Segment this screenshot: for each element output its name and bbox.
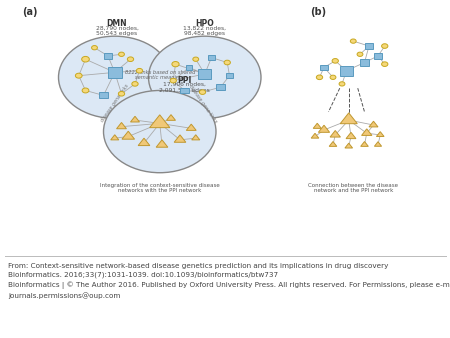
Polygon shape bbox=[122, 131, 135, 139]
Bar bbox=[186, 65, 192, 70]
Circle shape bbox=[92, 46, 97, 50]
Circle shape bbox=[148, 36, 261, 118]
Text: (b): (b) bbox=[310, 6, 327, 17]
Circle shape bbox=[119, 52, 124, 56]
Polygon shape bbox=[111, 135, 119, 140]
Text: Connection between the disease
network and the PPI network: Connection between the disease network a… bbox=[308, 183, 398, 193]
Circle shape bbox=[316, 75, 323, 80]
Circle shape bbox=[58, 36, 171, 118]
Bar bbox=[216, 84, 225, 90]
Polygon shape bbox=[330, 130, 341, 137]
Circle shape bbox=[82, 88, 89, 93]
Polygon shape bbox=[117, 122, 126, 129]
Bar bbox=[340, 66, 353, 76]
Text: 17,906 nodes,
2,091,567 edges: 17,906 nodes, 2,091,567 edges bbox=[159, 82, 210, 93]
Circle shape bbox=[199, 90, 206, 94]
Bar bbox=[360, 59, 369, 66]
Circle shape bbox=[104, 91, 216, 173]
Circle shape bbox=[82, 56, 89, 62]
Bar bbox=[180, 88, 189, 93]
Text: HPO: HPO bbox=[195, 19, 214, 28]
Polygon shape bbox=[360, 142, 369, 146]
Text: DMN: DMN bbox=[107, 19, 127, 28]
Polygon shape bbox=[166, 115, 176, 120]
Circle shape bbox=[127, 57, 134, 62]
Circle shape bbox=[350, 39, 356, 43]
Text: PPI: PPI bbox=[177, 76, 192, 84]
Text: From: Context-sensitive network-based disease genetics prediction and its implic: From: Context-sensitive network-based di… bbox=[8, 263, 450, 299]
Bar bbox=[374, 53, 382, 59]
Polygon shape bbox=[374, 142, 382, 146]
Text: Integration of the context-sensitive disease
networks with the PPI network: Integration of the context-sensitive dis… bbox=[100, 183, 220, 193]
Bar bbox=[104, 53, 112, 58]
Text: 8222 links based on shared
semantic meanings: 8222 links based on shared semantic mean… bbox=[125, 70, 195, 80]
Polygon shape bbox=[362, 129, 372, 136]
Polygon shape bbox=[149, 115, 170, 128]
Bar bbox=[320, 65, 328, 70]
Bar bbox=[108, 67, 122, 78]
Text: disease gene links: disease gene links bbox=[188, 84, 217, 123]
Polygon shape bbox=[319, 125, 329, 132]
Circle shape bbox=[382, 62, 388, 67]
Circle shape bbox=[332, 58, 338, 63]
Polygon shape bbox=[138, 138, 150, 146]
Circle shape bbox=[382, 44, 388, 48]
Polygon shape bbox=[369, 121, 378, 127]
Polygon shape bbox=[174, 135, 186, 142]
Circle shape bbox=[132, 81, 138, 86]
Bar bbox=[99, 93, 108, 98]
Circle shape bbox=[118, 92, 125, 96]
Polygon shape bbox=[313, 123, 321, 128]
Polygon shape bbox=[329, 142, 337, 146]
Text: 13,822 nodes,
98,482 edges: 13,822 nodes, 98,482 edges bbox=[183, 25, 226, 36]
Polygon shape bbox=[156, 140, 168, 147]
Polygon shape bbox=[376, 132, 384, 137]
Bar bbox=[365, 43, 373, 49]
Circle shape bbox=[224, 60, 230, 65]
Polygon shape bbox=[346, 132, 356, 139]
Circle shape bbox=[193, 57, 198, 62]
Bar bbox=[208, 55, 215, 60]
Circle shape bbox=[330, 75, 336, 79]
Circle shape bbox=[357, 52, 363, 56]
Bar bbox=[225, 73, 233, 78]
Circle shape bbox=[339, 82, 345, 86]
Circle shape bbox=[136, 68, 143, 73]
Circle shape bbox=[76, 73, 82, 78]
Polygon shape bbox=[192, 135, 200, 140]
Polygon shape bbox=[345, 143, 353, 148]
Text: disease gene links: disease gene links bbox=[100, 84, 130, 123]
Circle shape bbox=[172, 62, 179, 67]
Polygon shape bbox=[186, 124, 196, 130]
Bar bbox=[198, 69, 212, 79]
Polygon shape bbox=[130, 116, 140, 122]
Circle shape bbox=[170, 78, 176, 83]
Text: (a): (a) bbox=[22, 6, 38, 17]
Polygon shape bbox=[311, 133, 319, 138]
Text: 28,790 nodes,
50,543 edges: 28,790 nodes, 50,543 edges bbox=[95, 25, 139, 36]
Polygon shape bbox=[340, 113, 357, 124]
